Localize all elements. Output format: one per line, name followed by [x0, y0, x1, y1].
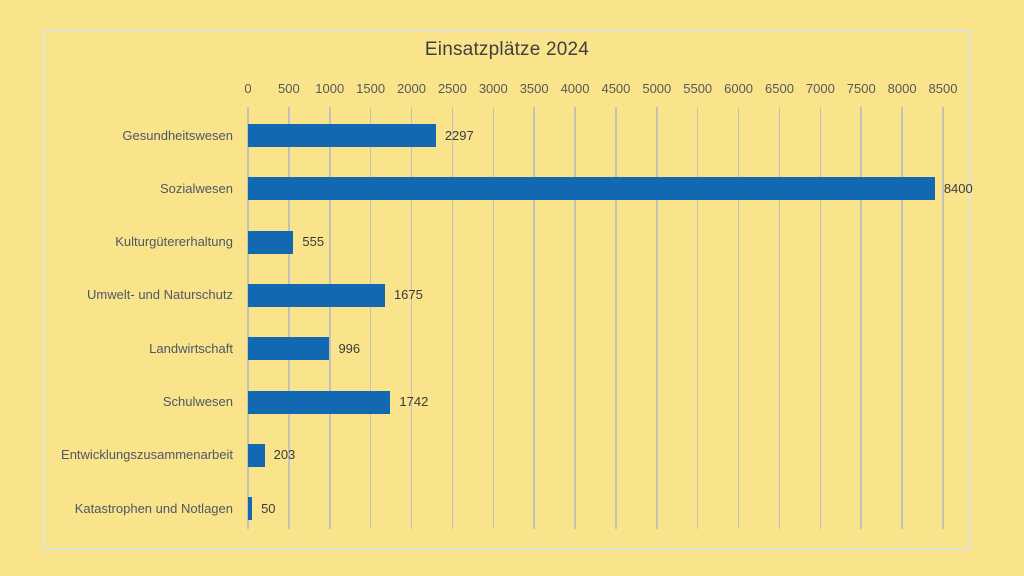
x-gridline	[288, 107, 290, 529]
bar	[248, 230, 294, 254]
plot-area: 0 500 1000 1500 2000 2500 3000 3500 4000 4500 5000…	[45, 32, 973, 548]
x-tick-label: 3500	[519, 81, 549, 96]
x-tick-label: 7000	[805, 81, 835, 96]
x-gridline	[533, 107, 535, 529]
x-tick-label: 8500	[928, 81, 958, 96]
x-tick-label: 4500	[601, 81, 631, 96]
bar	[248, 177, 935, 201]
x-gridline	[410, 107, 413, 529]
x-tick-label: 3000	[478, 81, 508, 96]
bar	[248, 390, 391, 414]
x-gridline	[860, 107, 862, 529]
value-label: 2297	[444, 127, 474, 143]
x-tick-label: 6500	[765, 81, 794, 96]
value-label: 1742	[399, 394, 429, 409]
category-label: Umwelt- und Naturschutz	[87, 287, 233, 303]
x-tick-label: 6000	[724, 81, 754, 96]
x-gridline	[574, 107, 576, 529]
x-gridline	[901, 107, 903, 529]
x-tick-label: 2000	[397, 81, 426, 96]
x-gridline	[451, 107, 454, 529]
x-gridline	[942, 107, 944, 529]
category-label: Kulturgütererhaltung	[115, 234, 233, 250]
x-tick-label: 2500	[437, 81, 467, 96]
x-gridline	[492, 107, 495, 529]
value-label: 203	[273, 447, 296, 463]
x-tick-label: 7500	[846, 81, 876, 96]
value-label: 996	[338, 340, 361, 356]
category-label: Schulwesen	[162, 394, 233, 409]
x-tick-label: 1000	[315, 81, 345, 96]
x-tick-label: 5500	[683, 81, 713, 96]
x-tick-label: 500	[278, 81, 300, 96]
category-label: Sozialwesen	[160, 180, 233, 196]
value-label: 555	[302, 234, 325, 250]
bar	[248, 124, 436, 147]
x-tick-label: 5000	[642, 81, 672, 96]
x-tick-label: 4000	[560, 81, 590, 96]
x-gridline	[819, 107, 822, 529]
x-gridline	[247, 107, 249, 529]
x-gridline	[656, 107, 658, 529]
x-gridline	[696, 107, 699, 529]
x-gridline	[778, 107, 781, 529]
chart-panel: Einsatzplätze 2024 0 500 1000 1500 2000 2500 3…	[43, 30, 973, 550]
bar	[248, 283, 385, 307]
x-tick-label: 8000	[887, 81, 917, 96]
x-gridline	[369, 107, 372, 529]
x-tick-label: 1500	[356, 81, 386, 96]
x-gridline	[329, 107, 331, 529]
x-tick-label: 0	[244, 81, 252, 96]
x-gridline	[737, 107, 740, 529]
value-label: 8400	[943, 180, 973, 196]
category-label: Landwirtschaft	[149, 340, 233, 356]
category-label: Gesundheitswesen	[122, 127, 233, 143]
bar	[248, 443, 265, 467]
value-label: 1675	[393, 287, 423, 303]
category-label: Entwicklungszusammenarbeit	[61, 447, 233, 463]
x-gridline	[615, 107, 617, 529]
category-label: Katastrophen und Notlagen	[74, 500, 233, 516]
chart-title: Einsatzplätze 2024	[424, 39, 590, 60]
bar	[248, 337, 330, 361]
bar	[248, 497, 253, 521]
value-label: 50	[261, 500, 276, 516]
